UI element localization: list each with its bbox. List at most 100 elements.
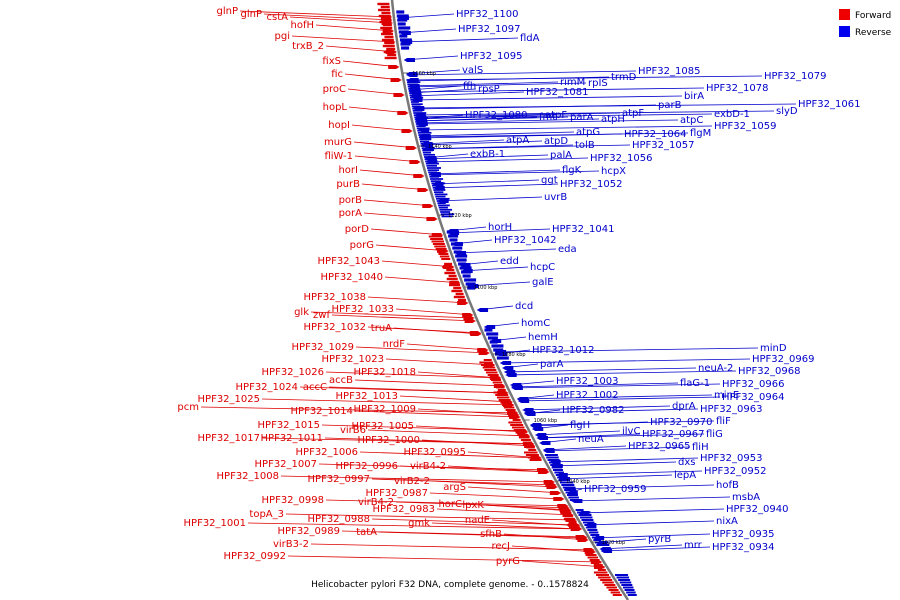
gene-label[interactable]: HPF32_1078: [706, 83, 768, 94]
gene-label[interactable]: virB6: [340, 425, 366, 436]
gene-label[interactable]: pcm: [177, 402, 199, 413]
gene-label[interactable]: dprA: [672, 401, 696, 412]
gene-label[interactable]: nadE: [465, 515, 490, 526]
gene-label[interactable]: HPF32_1014: [291, 406, 353, 417]
gene-label[interactable]: HPF32_1041: [552, 224, 614, 235]
gene-label[interactable]: HPF32_1052: [560, 179, 622, 190]
gene-label[interactable]: ggt: [541, 175, 558, 186]
gene-label[interactable]: HPF32_1059: [714, 121, 776, 132]
gene-label[interactable]: HPF32_0987: [366, 488, 428, 499]
gene-label[interactable]: HPF32_1042: [494, 235, 556, 246]
gene-label[interactable]: horH: [488, 222, 512, 233]
gene-label[interactable]: hemH: [528, 332, 558, 343]
gene-label[interactable]: pgi: [275, 31, 290, 42]
gene-label[interactable]: HPF32_0940: [726, 504, 788, 515]
gene-label[interactable]: glnP: [217, 6, 239, 17]
gene-label[interactable]: HPF32_0965: [628, 441, 690, 452]
gene-label[interactable]: hopI: [328, 120, 350, 131]
gene-label[interactable]: HPF32_1008: [217, 471, 279, 482]
gene-label[interactable]: exbD-1: [714, 109, 750, 120]
gene-label[interactable]: HPF32_0988: [308, 514, 370, 525]
gene-label[interactable]: HPF32_1080: [465, 110, 527, 121]
gene-label[interactable]: atpH: [601, 114, 625, 125]
gene-label[interactable]: HPF32_1002: [556, 390, 618, 401]
gene-label[interactable]: HPF32_1029: [292, 342, 354, 353]
gene-label[interactable]: sfhB: [480, 529, 502, 540]
gene-label[interactable]: accC: [303, 382, 327, 393]
gene-label[interactable]: porA: [339, 208, 363, 219]
gene-label[interactable]: hofH: [291, 20, 315, 31]
gene-label[interactable]: neuA: [578, 434, 604, 445]
gene-label[interactable]: flaG-1: [680, 378, 710, 389]
gene-label[interactable]: HPF32_0995: [404, 447, 466, 458]
gene-label[interactable]: HPF32_1007: [255, 459, 317, 470]
gene-label[interactable]: accB: [329, 375, 353, 386]
gene-label[interactable]: fliG: [706, 429, 723, 440]
gene-label[interactable]: virB4-2: [410, 461, 446, 472]
gene-label[interactable]: HPF32_1001: [184, 518, 246, 529]
gene-label[interactable]: parA: [570, 112, 594, 123]
gene-label[interactable]: HPF32_1043: [318, 256, 380, 267]
gene-label[interactable]: virB3-2: [273, 539, 309, 550]
gene-label[interactable]: HPF32_1057: [632, 140, 694, 151]
gene-label[interactable]: tolB: [575, 140, 595, 151]
gene-label[interactable]: HPF32_1085: [638, 66, 700, 77]
gene-label[interactable]: virB4-2: [358, 497, 394, 508]
gene-label[interactable]: HPF32_1079: [764, 71, 826, 82]
gene-label[interactable]: HPF32_1013: [336, 391, 398, 402]
gene-label[interactable]: HPF32_1040: [321, 272, 383, 283]
gene-label[interactable]: minE: [714, 390, 739, 401]
gene-label[interactable]: edd: [500, 256, 519, 267]
gene-label[interactable]: HPF32_1064: [624, 129, 686, 140]
gene-label[interactable]: ffh: [463, 81, 476, 92]
gene-label[interactable]: HPF32_0997: [308, 474, 370, 485]
gene-label[interactable]: rpIS: [588, 78, 608, 89]
gene-label[interactable]: exbB-1: [470, 149, 505, 160]
gene-label[interactable]: atpF: [545, 110, 567, 121]
gene-label[interactable]: horI: [338, 165, 358, 176]
gene-label[interactable]: HPF32_1003: [556, 376, 618, 387]
gene-label[interactable]: nixA: [716, 516, 738, 527]
gene-label[interactable]: minD: [760, 343, 787, 354]
gene-label[interactable]: atpD: [544, 136, 568, 147]
gene-label[interactable]: HPF32_1038: [304, 292, 366, 303]
gene-label[interactable]: galE: [532, 277, 554, 288]
gene-label[interactable]: HPF32_1005: [352, 421, 414, 432]
gene-label[interactable]: hopL: [323, 102, 348, 113]
gene-label[interactable]: gmk: [408, 518, 430, 529]
gene-label[interactable]: birA: [684, 91, 704, 102]
gene-label[interactable]: HPF32_0952: [704, 466, 766, 477]
gene-label[interactable]: HPF32_1097: [458, 24, 520, 35]
gene-label[interactable]: hcpC: [530, 262, 555, 273]
gene-label[interactable]: HPF32_1024: [236, 382, 298, 393]
gene-label[interactable]: ilvC: [622, 426, 640, 437]
gene-label[interactable]: uvrB: [544, 192, 567, 203]
gene-label[interactable]: topA_3: [249, 509, 284, 520]
gene-label[interactable]: HPF32_0970: [650, 417, 712, 428]
gene-label[interactable]: msbA: [732, 492, 760, 503]
gene-label[interactable]: porB: [339, 195, 363, 206]
gene-label[interactable]: HPF32_1012: [532, 345, 594, 356]
gene-label[interactable]: recJ: [492, 541, 511, 552]
gene-label[interactable]: HPF32_1018: [354, 367, 416, 378]
gene-label[interactable]: HPF32_1061: [798, 99, 860, 110]
gene-label[interactable]: glk: [294, 307, 309, 318]
gene-label[interactable]: HPF32_0964: [722, 392, 784, 403]
gene-label[interactable]: hcpX: [601, 166, 626, 177]
gene-label[interactable]: HPF32_0967: [642, 429, 704, 440]
gene-label[interactable]: HPF32_1095: [460, 51, 522, 62]
gene-label[interactable]: HPF32_0983: [373, 504, 435, 515]
gene-label[interactable]: HPF32_1056: [590, 153, 652, 164]
gene-label[interactable]: HPF32_0969: [752, 354, 814, 365]
gene-label[interactable]: mrr: [684, 540, 703, 551]
gene-label[interactable]: virB2-2: [394, 476, 430, 487]
gene-label[interactable]: rpsP: [478, 84, 500, 95]
gene-label[interactable]: fmt: [539, 112, 556, 123]
gene-label[interactable]: lpxK: [462, 500, 484, 511]
gene-label[interactable]: lepA: [674, 470, 696, 481]
gene-label[interactable]: HPF32_0959: [584, 484, 646, 495]
gene-label[interactable]: atpC: [680, 115, 703, 126]
gene-label[interactable]: pyrG: [496, 556, 520, 567]
gene-label[interactable]: zwf: [313, 310, 330, 321]
gene-label[interactable]: flgH: [570, 420, 590, 431]
